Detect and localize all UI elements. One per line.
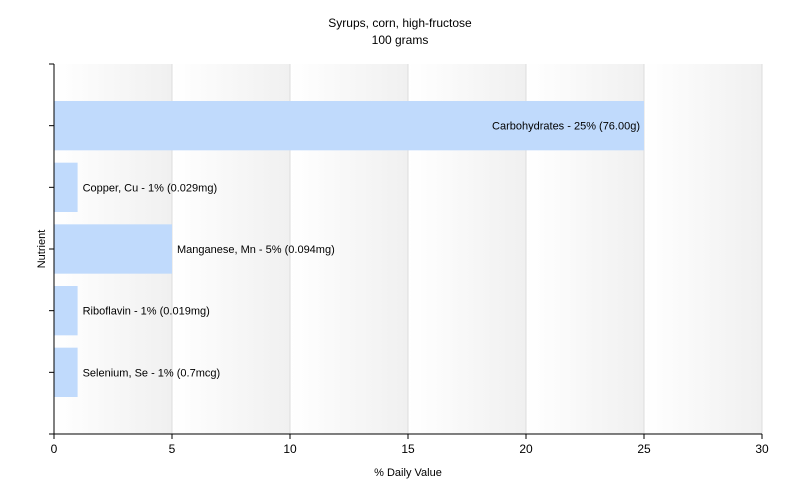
bar-label: Manganese, Mn - 5% (0.094mg) bbox=[177, 244, 335, 256]
bars bbox=[54, 101, 644, 397]
bar-label: Riboflavin - 1% (0.019mg) bbox=[83, 306, 210, 318]
bar bbox=[54, 224, 172, 274]
bar-label: Selenium, Se - 1% (0.7mcg) bbox=[83, 367, 221, 379]
x-tick-label: 5 bbox=[169, 442, 176, 456]
plot-band bbox=[644, 64, 762, 434]
bar bbox=[54, 347, 78, 397]
bar bbox=[54, 286, 78, 336]
x-tick-label: 10 bbox=[283, 442, 297, 456]
bar-label: Copper, Cu - 1% (0.029mg) bbox=[83, 182, 218, 194]
x-tick-label: 0 bbox=[51, 442, 58, 456]
x-axis-ticks: 0 5 10 15 20 25 30 bbox=[51, 434, 769, 456]
bar-label: Carbohydrates - 25% (76.00g) bbox=[492, 121, 640, 133]
x-axis-title: % Daily Value bbox=[374, 467, 442, 479]
y-axis-title: Nutrient bbox=[36, 230, 48, 269]
x-tick-label: 30 bbox=[755, 442, 769, 456]
bar-labels: Carbohydrates - 25% (76.00g) Copper, Cu -… bbox=[83, 121, 640, 380]
chart-title: Syrups, corn, high-fructose bbox=[328, 16, 472, 30]
bar bbox=[54, 162, 78, 212]
x-tick-label: 25 bbox=[637, 442, 651, 456]
x-tick-label: 20 bbox=[519, 442, 533, 456]
x-tick-label: 15 bbox=[401, 442, 415, 456]
chart-subtitle: 100 grams bbox=[372, 33, 429, 47]
y-axis-ticks bbox=[49, 63, 54, 435]
bar bbox=[54, 101, 644, 151]
